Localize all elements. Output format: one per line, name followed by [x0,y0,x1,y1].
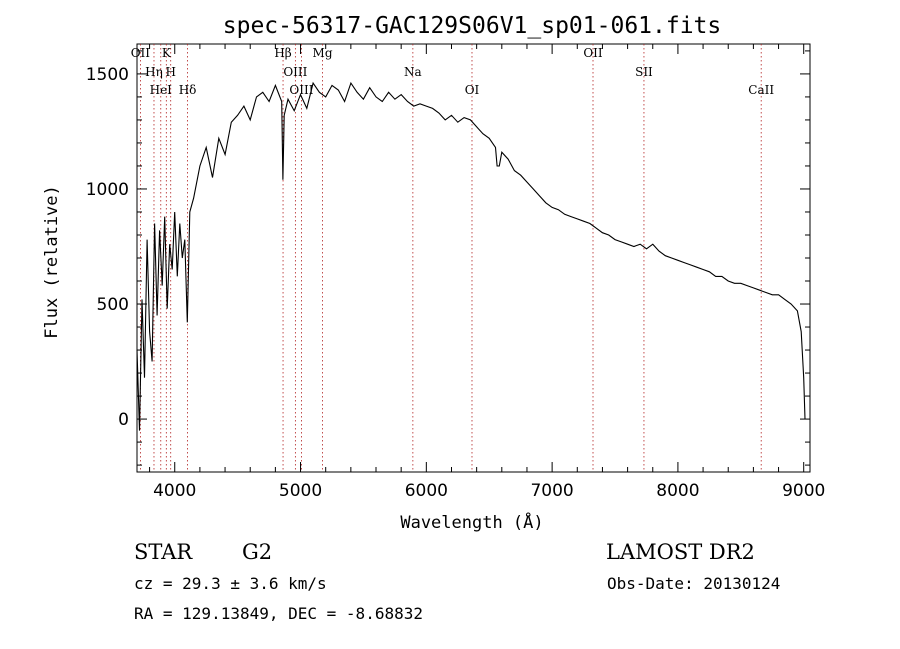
x-tick-label: 8000 [656,481,699,501]
x-tick-label: 9000 [782,481,825,501]
spectral-line-label: Mg [313,46,333,60]
y-tick-label: 1500 [86,65,129,85]
spectral-line-label: OIII [289,83,313,97]
spectral-line-labels: OII Hη HeI KH Hδ Hβ OIII OIII Mg Na OI OII SII CaII [131,46,775,97]
object-class: STAR [134,540,193,564]
spectral-line-label: SII [635,65,653,79]
obs-date-text: Obs-Date: 20130124 [607,574,780,593]
spectrum-series [136,81,806,431]
axis-ticks: 4000 5000 6000 7000 8000 9000 0 500 1000 1500 [86,44,825,501]
x-tick-label: 5000 [279,481,322,501]
spectral-line-label: OIII [283,65,307,79]
plot-frame [136,43,811,473]
spectral-line-label: OI [465,83,480,97]
spectral-line-label: OII [583,46,603,60]
y-axis-label: Flux (relative) [42,185,62,339]
spectral-line-label: K [162,46,172,60]
spectral-line-label: HeI [150,83,173,97]
object-subclass: G2 [242,540,272,564]
y-tick-label: 0 [118,410,129,430]
x-tick-label: 7000 [530,481,573,501]
spectral-line-label: Hδ [179,83,197,97]
redshift-text: cz = 29.3 ± 3.6 km/s [134,574,327,593]
x-tick-label: 6000 [405,481,448,501]
x-tick-label: 4000 [153,481,196,501]
survey-name: LAMOST DR2 [606,540,755,564]
y-tick-label: 1000 [86,180,129,200]
spectral-line-markers [139,44,762,472]
spectral-line-label: H [165,65,175,79]
spectrum-line [136,81,806,431]
spectral-line-label: Na [404,65,422,79]
spectral-line-label: Hη [145,65,163,79]
spectral-line-label: Hβ [274,46,291,60]
chart-title: spec-56317-GAC129S06V1_sp01-061.fits [223,13,722,39]
spectral-line-label: OII [131,46,151,60]
coordinates-text: RA = 129.13849, DEC = -8.68832 [134,604,423,623]
spectral-line-label: CaII [748,83,774,97]
y-tick-label: 500 [97,295,129,315]
x-axis-label: Wavelength (Å) [400,511,543,533]
